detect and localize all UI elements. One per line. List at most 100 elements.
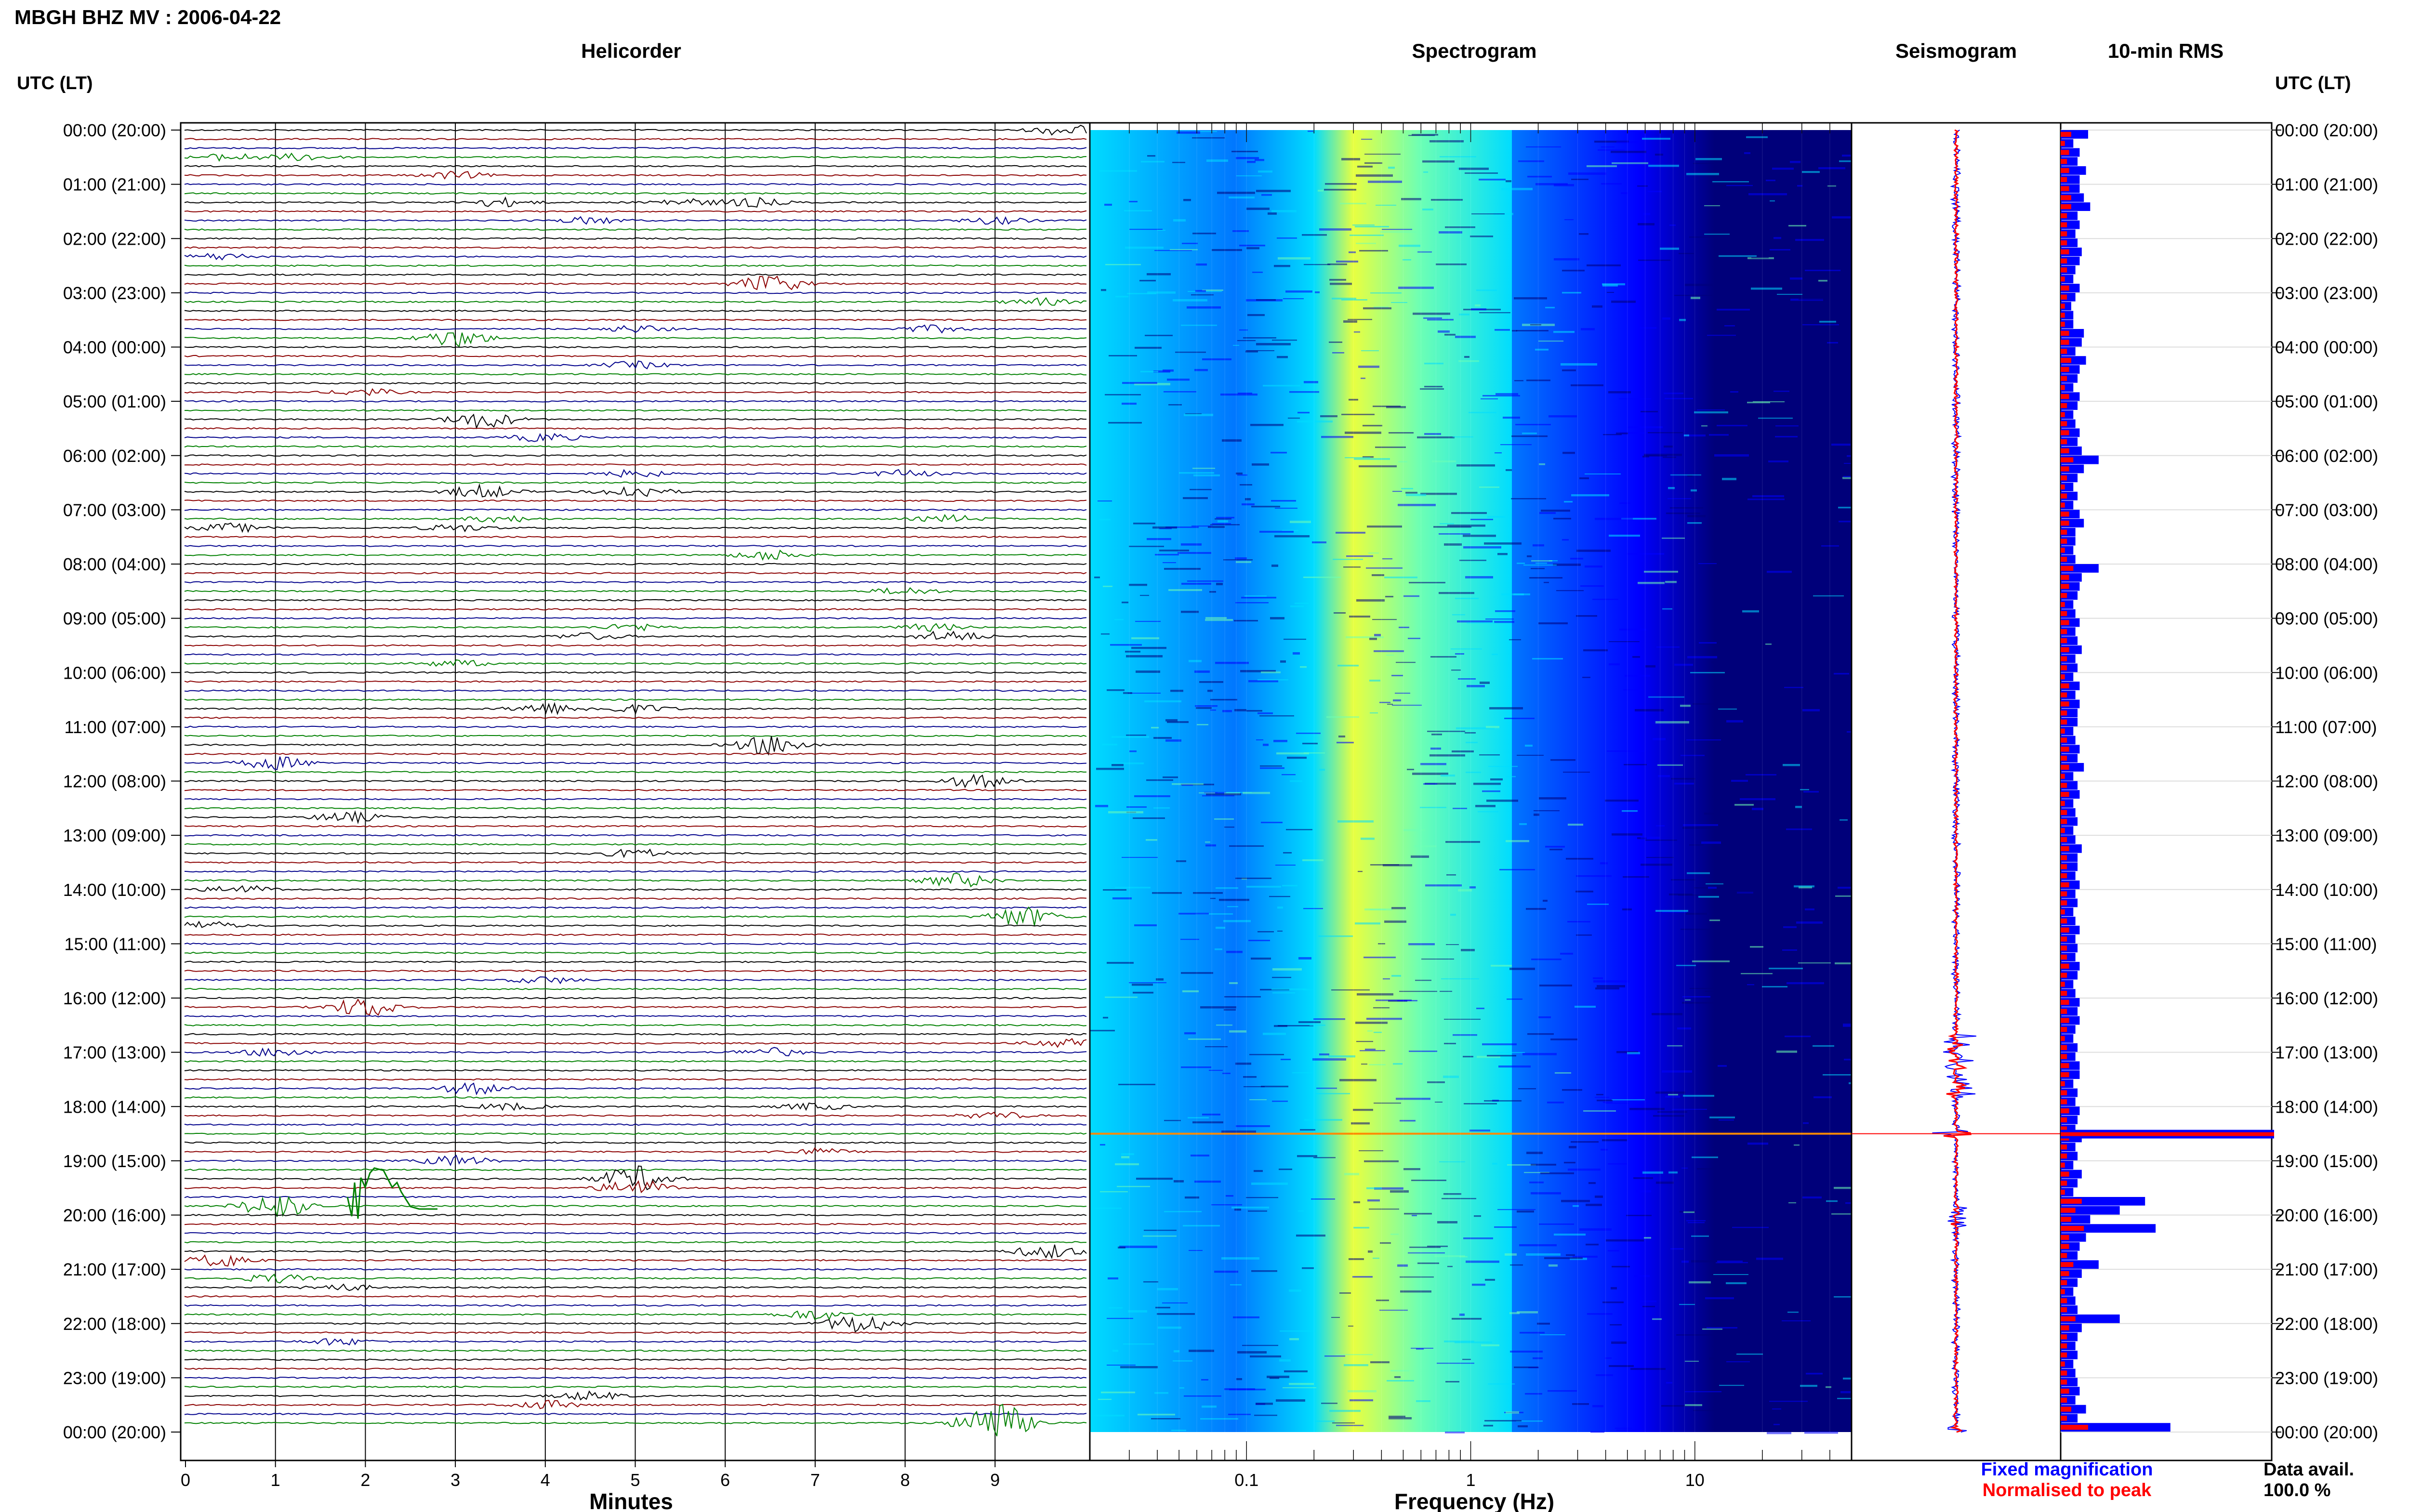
spectrogram-streak	[1193, 892, 1223, 894]
spectrogram-streak	[1775, 1169, 1813, 1171]
spectrogram-streak	[1609, 663, 1620, 666]
spectrogram-streak	[1208, 526, 1225, 528]
spectrogram-streak	[1704, 813, 1736, 815]
time-tick-label-left: 15:00 (11:00)	[65, 934, 166, 954]
spectrogram-streak	[1364, 162, 1382, 164]
spectrogram-streak	[1575, 891, 1593, 893]
rms-bar-normalised	[2061, 1352, 2067, 1358]
spectrogram-streak	[1670, 1248, 1683, 1250]
spectrogram-streak	[1571, 179, 1588, 180]
spectrogram-streak	[1126, 806, 1147, 808]
spectrogram-streak	[1400, 1120, 1416, 1122]
spectrogram-streak	[1669, 224, 1676, 226]
spectrogram-streak	[1511, 498, 1546, 500]
spectrogram-streak	[1329, 279, 1346, 281]
spectrogram-streak	[1271, 452, 1287, 454]
spectrogram-streak	[1112, 736, 1149, 738]
helicorder-trace	[184, 1082, 1087, 1096]
spectrogram-streak	[1101, 289, 1106, 291]
helicorder-trace	[184, 237, 1087, 240]
time-tick-label-right: 12:00 (08:00)	[2275, 772, 2378, 791]
spectrogram-streak	[1495, 452, 1502, 454]
spectrogram-streak	[1642, 138, 1670, 140]
rms-bar-normalised	[2061, 1217, 2071, 1222]
spectrogram-streak	[1726, 1361, 1750, 1363]
data-avail-label: Data avail.	[2263, 1459, 2354, 1480]
spectrogram-streak	[1372, 574, 1384, 577]
spectrogram-streak	[1506, 180, 1511, 183]
time-tick-label-left: 05:00 (01:00)	[63, 392, 166, 411]
spectrogram-streak	[1579, 1228, 1612, 1231]
rms-bar-normalised	[2061, 801, 2065, 806]
spectrogram-streak	[1840, 1391, 1851, 1394]
spectrogram-streak	[1564, 219, 1574, 221]
spectrogram-streak	[1382, 558, 1392, 560]
spectrogram-streak	[1609, 535, 1640, 537]
spectrogram-streak	[1109, 1307, 1123, 1309]
spectrogram-streak	[1159, 550, 1189, 552]
spectrogram-streak	[1110, 644, 1142, 646]
spectrogram-streak	[1690, 672, 1725, 673]
spectrogram-streak	[1518, 1425, 1528, 1428]
spectrogram-streak	[1274, 535, 1310, 538]
rms-bar-normalised	[2061, 638, 2067, 644]
spectrogram-streak	[1295, 603, 1309, 605]
spectrogram-streak	[1495, 329, 1510, 331]
spectrogram-streak	[1090, 1030, 1115, 1032]
spectrogram-streak	[1389, 432, 1414, 434]
spectrogram-streak	[1128, 693, 1161, 694]
spectrogram-streak	[1439, 533, 1470, 535]
spectrogram-streak	[1293, 652, 1300, 655]
spectrogram-streak	[1147, 538, 1171, 540]
rms-bar-normalised	[2061, 349, 2067, 354]
spectrogram-streak	[1254, 1170, 1263, 1172]
spectrogram-streak	[1337, 665, 1359, 667]
rms-bar-normalised	[2061, 602, 2065, 607]
helicorder-trace	[184, 1102, 1086, 1111]
spectrogram-streak	[1545, 307, 1555, 309]
spectrogram-streak	[1795, 806, 1802, 808]
spectrogram-streak	[1319, 769, 1325, 771]
spectrogram-streak	[1698, 563, 1717, 565]
spectrogram-streak	[1183, 199, 1191, 201]
spectrogram-streak	[1619, 502, 1630, 504]
spectrogram-streak	[1571, 494, 1609, 497]
spectrogram-streak	[1605, 800, 1639, 802]
spectrogram-streak	[1787, 982, 1824, 985]
time-tick-label-right: 04:00 (00:00)	[2275, 338, 2378, 357]
spectrogram-streak	[1526, 380, 1550, 381]
spectrogram-streak	[1243, 1076, 1257, 1078]
rms-bar-normalised	[2061, 990, 2067, 996]
spectrogram-streak	[1531, 1192, 1561, 1195]
spectrogram-streak	[1279, 1359, 1291, 1362]
rms-bar-normalised	[2061, 1189, 2065, 1195]
spectrogram-streak	[1229, 1389, 1266, 1391]
minute-tick-label: 5	[630, 1470, 640, 1490]
spectrogram-streak	[1425, 884, 1462, 887]
spectrogram-streak	[1390, 1190, 1409, 1193]
time-tick-label-right: 09:00 (05:00)	[2275, 609, 2378, 629]
spectrogram-streak	[1216, 887, 1238, 889]
spectrogram-streak	[1364, 908, 1392, 911]
rms-bar-normalised	[2061, 267, 2067, 273]
rms-bar-normalised	[2061, 1361, 2065, 1367]
rms-bar-normalised	[2061, 394, 2069, 399]
spectrogram-streak	[1343, 320, 1357, 323]
spectrogram-streak	[1167, 721, 1189, 723]
spectrogram-streak	[1289, 1289, 1301, 1292]
spectrogram-streak	[1838, 887, 1861, 889]
spectrogram-streak	[1612, 162, 1648, 164]
helicorder-trace	[184, 1132, 1087, 1135]
spectrogram-streak	[1246, 208, 1270, 210]
spectrogram-streak	[1787, 518, 1824, 520]
spectrogram-streak	[1537, 1323, 1550, 1325]
spectrogram-streak	[1136, 1178, 1173, 1180]
spectrogram-streak	[1223, 920, 1251, 922]
spectrogram-streak	[1296, 733, 1321, 734]
spectrogram-streak	[1431, 199, 1463, 201]
spectrogram-streak	[1805, 270, 1840, 271]
spectrogram-streak	[1642, 1171, 1663, 1174]
time-tick-label-right: 16:00 (12:00)	[2275, 988, 2378, 1008]
spectrogram-streak	[1512, 330, 1517, 332]
spectrogram-streak	[1506, 840, 1529, 842]
